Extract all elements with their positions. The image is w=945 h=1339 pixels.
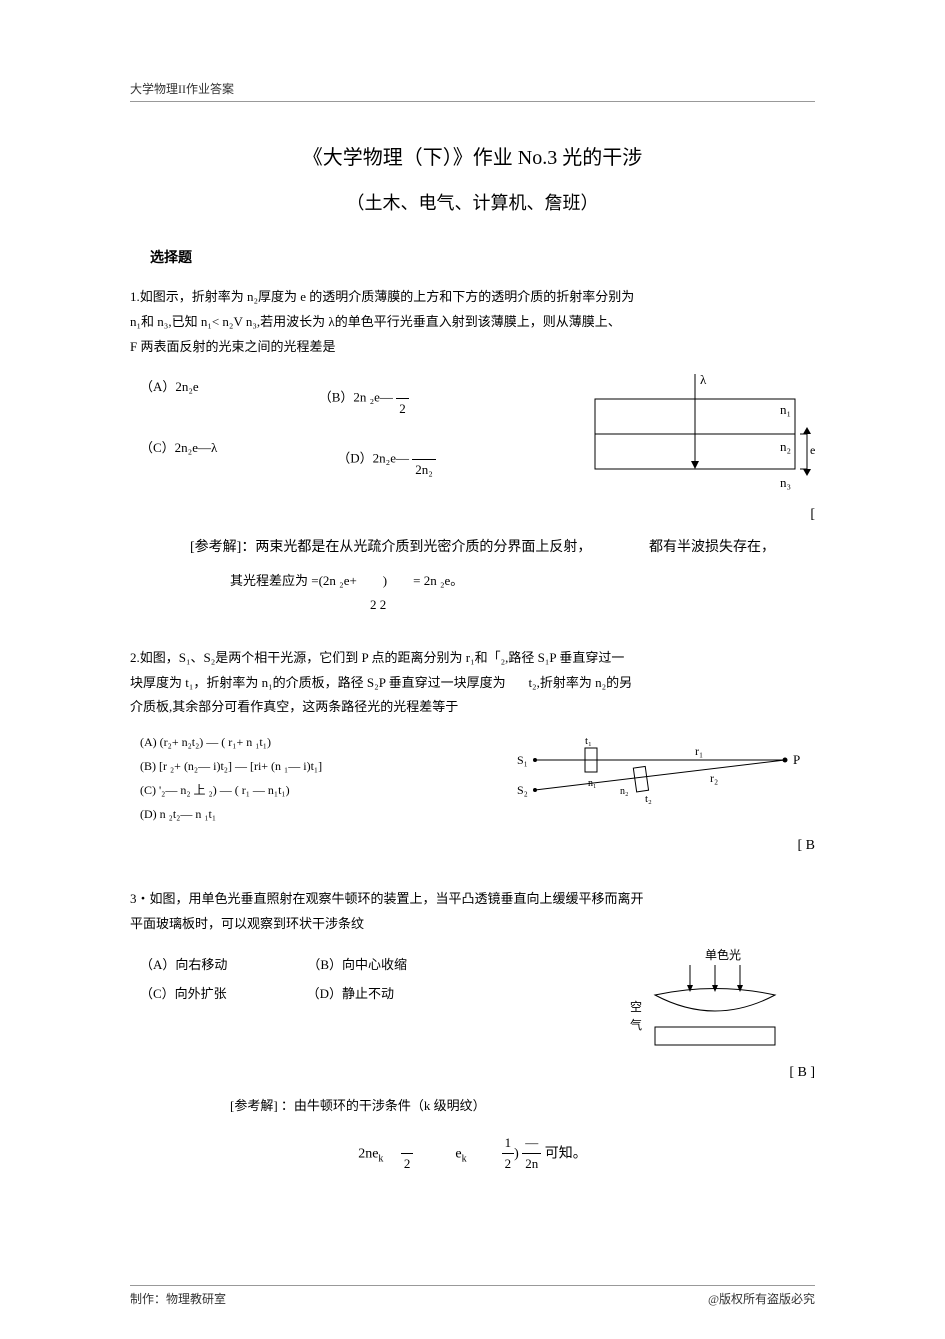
q1-stem-line2: n₁和 n₃,已知 n₁< n₂V n₃,若用波长为 λ的单色平行光垂直入射到该… [130, 314, 621, 329]
q3-formula: 2nek 2 ek 12) —2n 可知。 [130, 1133, 815, 1176]
q2-opt-d: (D) n ₂t₂— n ₁t₁ [140, 802, 495, 826]
q1-opt-d: （D）2n₂e— 2n₂ [337, 438, 436, 481]
q3-opt-c: （C）向外扩张 [140, 984, 227, 1005]
q3-opt-d: （D）静止不动 [307, 984, 394, 1005]
q3-stem: 3・如图，用单色光垂直照射在观察牛顿环的装置上，当平凸透镜垂直向上缓缓平移而离开… [130, 887, 815, 936]
q3-svg: 单色光 空 气 [615, 947, 815, 1057]
q1-n2-label: n₂ [780, 439, 791, 454]
q2-stem-line1: 2.如图，S₁、S₂是两个相干光源，它们到 P 点的距离分别为 r₁和「₂,路径… [130, 650, 624, 665]
q1-ref-line2: 都有半波损失存在， [649, 537, 775, 559]
q2-p-label: P [793, 752, 800, 767]
q2-opt-c: (C) '₂— n₂ 上 ₂) — ( r₁ — n₁t₁) [140, 778, 495, 802]
q1-n1-label: n₁ [780, 402, 791, 417]
q1-diagram: λ n₁ n₂ n₃ e [585, 369, 815, 499]
q2-r1-label: r₁ [695, 744, 703, 758]
q1-opt-c: （C）2n₂e—λ [140, 438, 217, 481]
question-3: 3・如图，用单色光垂直照射在观察牛顿环的装置上，当平凸透镜垂直向上缓缓平移而离开… [130, 887, 815, 1175]
q1-ref-line1: [参考解]：两束光都是在从光疏介质到光密介质的分界面上反射， [190, 537, 591, 559]
doc-subtitle: （土木、电气、计算机、詹班） [130, 189, 815, 218]
q2-stem-line2b: t₂,折射率为 n₂的另 [528, 675, 632, 690]
q3-light-label: 单色光 [705, 948, 741, 962]
q2-r2-label: r₂ [710, 771, 718, 785]
q2-stem-line2: 块厚度为 t₁，折射率为 n₁的介质板，路径 S₂P 垂直穿过一块厚度为 [130, 675, 506, 690]
q1-opt-a: （A）2n₂e [140, 377, 199, 420]
doc-title: 《大学物理（下）》作业 No.3 光的干涉 [130, 142, 815, 174]
q1-lambda-label: λ [700, 372, 707, 387]
page-header: 大学物理II作业答案 [130, 80, 815, 102]
section-header: 选择题 [150, 248, 815, 270]
q1-e-label: e [810, 443, 815, 457]
q1-ref-frac: 2 2 [370, 593, 815, 616]
q1-stem: 1.如图示，折射率为 n₂厚度为 e 的透明介质薄膜的上方和下方的透明介质的折射… [130, 285, 815, 359]
q3-air-label-2: 气 [630, 1017, 642, 1032]
q2-options: (A) (r₂+ n₂t₂) — ( r₁+ n ₁t₁) (B) [r ₂+ … [140, 730, 495, 826]
q3-air-label-1: 空 [630, 1000, 642, 1014]
q1-svg: λ n₁ n₂ n₃ e [585, 369, 815, 499]
q2-stem-line3: 介质板,其余部分可看作真空，这两条路径光的光程差等于 [130, 699, 458, 714]
q2-diagram: S₁ S₂ P t₁ n₁ t₂ n₂ r₁ r₂ [515, 730, 815, 830]
q1-ref: [参考解]：两束光都是在从光疏介质到光密介质的分界面上反射， 都有半波损失存在， [190, 537, 775, 559]
footer-right: @版权所有盗版必究 [708, 1290, 815, 1309]
q2-opt-b: (B) [r ₂+ (n₂— i)t₂] — [ri+ (n ₁— i)t₁] [140, 754, 495, 778]
q3-opt-b: （B）向中心收缩 [307, 955, 407, 976]
page-footer: 制作：物理教研室 @版权所有盗版必究 [130, 1285, 815, 1309]
q3-answer: [ B ] [130, 1062, 815, 1084]
q2-t1-label: t₁ [585, 735, 592, 747]
q3-options: （A）向右移动 （B）向中心收缩 （C）向外扩张 （D）静止不动 [130, 947, 595, 1013]
q1-stem-line1: 1.如图示，折射率为 n₂厚度为 e 的透明介质薄膜的上方和下方的透明介质的折射… [130, 289, 634, 304]
q3-stem-line2: 平面玻璃板时，可以观察到环状干涉条纹 [130, 916, 364, 931]
q2-stem: 2.如图，S₁、S₂是两个相干光源，它们到 P 点的距离分别为 r₁和「₂,路径… [130, 646, 815, 720]
q2-opt-a: (A) (r₂+ n₂t₂) — ( r₁+ n ₁t₁) [140, 730, 495, 754]
q1-n3-label: n₃ [780, 475, 791, 490]
question-1: 1.如图示，折射率为 n₂厚度为 e 的透明介质薄膜的上方和下方的透明介质的折射… [130, 285, 815, 616]
q2-s1-label: S₁ [517, 753, 528, 767]
q1-stem-line3: F 两表面反射的光束之间的光程差是 [130, 339, 335, 354]
q3-stem-line1: 3・如图，用单色光垂直照射在观察牛顿环的装置上，当平凸透镜垂直向上缓缓平移而离开 [130, 891, 644, 906]
footer-left: 制作：物理教研室 [130, 1290, 226, 1309]
q2-n1-label: n₁ [588, 778, 597, 789]
q3-opt-a: （A）向右移动 [140, 955, 227, 976]
q2-n2-label: n₂ [620, 786, 629, 797]
q2-s2-label: S₂ [517, 783, 528, 797]
q1-options: （A）2n₂e （B）2n ₂e— 2 （C）2n₂e—λ （D）2n₂e— 2… [130, 369, 565, 488]
q3-diagram: 单色光 空 气 [615, 947, 815, 1057]
q1-answer: [ [130, 504, 815, 526]
q1-ref-line3: 其光程差应为 =(2n ₂e+ ) = 2n ₂e。 2 2 [230, 569, 815, 616]
q2-answer: [ B [130, 835, 815, 857]
q3-ref: [参考解] ：由牛顿环的干涉条件（k 级明纹） [230, 1094, 815, 1117]
q2-t2-label: t₂ [645, 793, 652, 805]
q1-opt-b: （B）2n ₂e— 2 [319, 377, 409, 420]
q2-svg: S₁ S₂ P t₁ n₁ t₂ n₂ r₁ r₂ [515, 730, 815, 830]
question-2: 2.如图，S₁、S₂是两个相干光源，它们到 P 点的距离分别为 r₁和「₂,路径… [130, 646, 815, 857]
